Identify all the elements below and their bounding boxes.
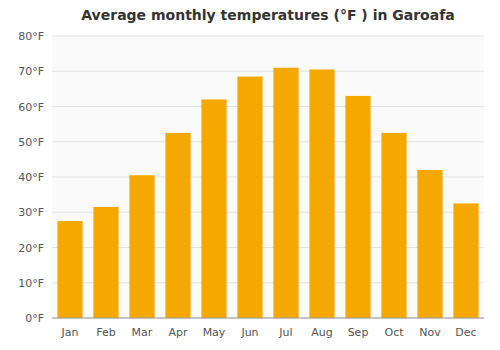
x-tick-label: Apr bbox=[168, 326, 188, 339]
bar bbox=[129, 175, 154, 318]
chart-container: Average monthly temperatures (°F ) in Ga… bbox=[0, 0, 500, 350]
y-tick-label: 80°F bbox=[18, 30, 44, 43]
x-tick-label: Mar bbox=[132, 326, 153, 339]
bars bbox=[57, 68, 478, 318]
chart-title: Average monthly temperatures (°F ) in Ga… bbox=[81, 7, 454, 23]
y-tick-label: 60°F bbox=[18, 101, 44, 114]
y-tick-label: 30°F bbox=[18, 206, 44, 219]
bar bbox=[165, 133, 190, 318]
x-tick-label: Aug bbox=[311, 326, 332, 339]
x-tick-label: Jul bbox=[278, 326, 292, 339]
x-tick-label: Jan bbox=[61, 326, 79, 339]
x-tick-label: Sep bbox=[348, 326, 369, 339]
bar bbox=[345, 96, 370, 318]
grid-line bbox=[52, 36, 484, 37]
bar bbox=[453, 203, 478, 318]
y-tick-label: 70°F bbox=[18, 65, 44, 78]
grid-line bbox=[52, 141, 484, 142]
grid-line bbox=[52, 106, 484, 107]
x-tick-label: May bbox=[203, 326, 226, 339]
x-tick-label: Jun bbox=[240, 326, 258, 339]
y-axis: 0°F 10°F 20°F 30°F 40°F 50°F 60°F 70°F 80°F bbox=[18, 30, 44, 325]
y-tick-label: 50°F bbox=[18, 136, 44, 149]
bar bbox=[201, 99, 226, 318]
bar bbox=[381, 133, 406, 318]
x-tick-label: Nov bbox=[419, 326, 441, 339]
y-tick-label: 20°F bbox=[18, 242, 44, 255]
bar bbox=[93, 207, 118, 318]
bar bbox=[309, 69, 334, 318]
grid bbox=[52, 36, 484, 318]
y-tick-label: 10°F bbox=[18, 277, 44, 290]
x-tick-label: Oct bbox=[384, 326, 404, 339]
plot-background bbox=[52, 36, 484, 318]
chart-svg: Average monthly temperatures (°F ) in Ga… bbox=[0, 0, 500, 350]
bar bbox=[417, 170, 442, 318]
x-axis: Jan Feb Mar Apr May Jun Jul Aug Sep Oct Nov Dec bbox=[52, 318, 484, 339]
y-tick-label: 40°F bbox=[18, 171, 44, 184]
bar bbox=[237, 77, 262, 318]
bar bbox=[57, 221, 82, 318]
y-tick-label: 0°F bbox=[25, 312, 44, 325]
x-tick-label: Dec bbox=[455, 326, 476, 339]
x-axis-line bbox=[52, 318, 484, 319]
grid-line bbox=[52, 71, 484, 72]
grid-line bbox=[52, 318, 484, 319]
x-tick-label: Feb bbox=[96, 326, 115, 339]
bar bbox=[273, 68, 298, 318]
